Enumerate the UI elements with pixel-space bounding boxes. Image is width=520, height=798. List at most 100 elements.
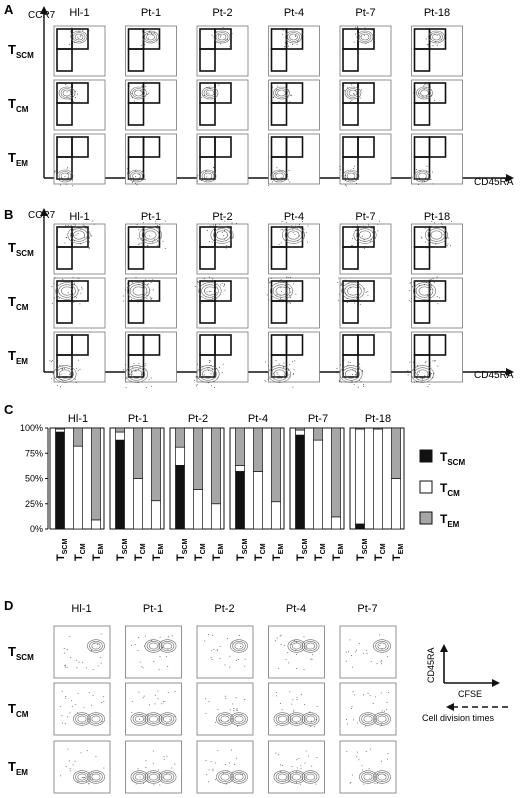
event-dot xyxy=(362,225,364,227)
contour-line xyxy=(89,771,103,782)
event-dot xyxy=(100,657,102,659)
event-dot xyxy=(265,361,267,363)
contour-line xyxy=(230,639,248,653)
x-tick-label: TCM xyxy=(73,543,87,561)
contour-line xyxy=(213,228,231,242)
event-dot xyxy=(287,43,289,45)
event-dot xyxy=(229,230,231,232)
event-dot xyxy=(355,280,357,282)
event-dot xyxy=(368,768,370,770)
contour-line xyxy=(144,32,157,42)
plot-frame xyxy=(268,682,325,736)
bar-segment xyxy=(355,523,365,530)
plot-frame xyxy=(125,740,182,794)
contour-line xyxy=(428,30,445,44)
event-dot xyxy=(223,234,225,236)
cell-division-label: Cell division times xyxy=(422,713,495,723)
event-dot xyxy=(88,241,90,243)
event-dot xyxy=(62,722,64,724)
event-dot xyxy=(77,370,79,372)
event-dot xyxy=(409,289,411,291)
contour-line xyxy=(132,88,145,98)
event-dot xyxy=(340,381,342,383)
contour-line xyxy=(158,639,177,653)
contour-line xyxy=(301,770,320,784)
event-dot xyxy=(444,40,446,42)
event-dot xyxy=(312,654,314,656)
gate-box xyxy=(56,48,73,72)
event-dot xyxy=(71,371,73,373)
contour-line xyxy=(273,712,292,726)
contour-line xyxy=(56,169,74,183)
event-dot xyxy=(356,649,358,651)
contour-line xyxy=(361,771,375,782)
event-dot xyxy=(359,36,361,38)
x-tick-label: TSCM xyxy=(355,539,369,561)
contour-line xyxy=(132,172,141,180)
event-dot xyxy=(69,712,71,714)
event-dot xyxy=(157,690,159,692)
event-dot xyxy=(291,766,293,768)
event-dot xyxy=(137,768,139,770)
flow-plot xyxy=(337,277,392,329)
event-dot xyxy=(133,82,135,84)
plot-frame xyxy=(268,223,320,275)
event-dot xyxy=(76,297,78,299)
event-dot xyxy=(208,276,210,278)
event-dot xyxy=(428,172,430,174)
event-dot xyxy=(439,297,441,299)
event-dot xyxy=(211,659,213,661)
contour-line xyxy=(59,369,71,379)
event-dot xyxy=(413,92,415,94)
event-dot xyxy=(53,171,55,173)
event-dot xyxy=(134,644,136,646)
event-dot xyxy=(208,93,210,95)
contour-line xyxy=(287,32,300,42)
event-dot xyxy=(451,220,453,222)
contour-line xyxy=(303,640,318,651)
event-dot xyxy=(417,380,419,382)
legend-label: TCM xyxy=(440,481,460,498)
contour-line xyxy=(373,639,391,653)
event-dot xyxy=(146,244,148,246)
event-dot xyxy=(207,781,209,783)
event-dot xyxy=(134,90,136,92)
event-dot xyxy=(205,712,207,714)
event-dot xyxy=(142,234,144,236)
event-dot xyxy=(337,299,339,301)
event-dot xyxy=(245,721,247,723)
event-dot xyxy=(144,178,146,180)
event-dot xyxy=(280,286,282,288)
event-dot xyxy=(67,716,69,718)
gate-box xyxy=(199,48,216,72)
contour-line xyxy=(70,228,88,242)
event-dot xyxy=(424,362,426,364)
contour-line xyxy=(275,713,290,724)
event-dot xyxy=(236,222,238,224)
bar-segment xyxy=(313,439,323,530)
event-dot xyxy=(155,220,157,222)
event-dot xyxy=(283,46,285,48)
contour-line xyxy=(359,712,377,726)
event-dot xyxy=(364,725,366,727)
event-dot xyxy=(51,378,53,380)
x-tick-label: TSCM xyxy=(175,539,189,561)
gate-box xyxy=(142,28,161,50)
event-dot xyxy=(221,372,223,374)
event-dot xyxy=(430,178,432,180)
event-dot xyxy=(146,33,148,35)
gate-box xyxy=(127,300,145,324)
event-dot xyxy=(354,90,356,92)
event-dot xyxy=(212,278,214,280)
event-dot xyxy=(219,646,221,648)
event-dot xyxy=(241,714,243,716)
event-dot xyxy=(363,385,365,387)
panel-a-row-label: TCM xyxy=(8,96,29,114)
event-dot xyxy=(128,172,130,174)
panel-d-sample-label: Pt-2 xyxy=(214,603,234,615)
flow-plot xyxy=(268,79,320,131)
event-dot xyxy=(67,748,69,750)
event-dot xyxy=(380,724,382,726)
event-dot xyxy=(131,181,133,183)
contour-line xyxy=(305,715,315,723)
